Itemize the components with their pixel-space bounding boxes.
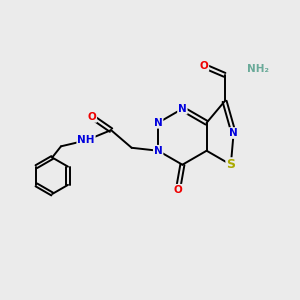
Text: O: O [174, 185, 182, 195]
Text: N: N [178, 104, 187, 114]
Text: N: N [229, 128, 238, 138]
Text: S: S [226, 158, 235, 171]
Text: N: N [154, 146, 163, 156]
Text: O: O [88, 112, 96, 122]
Text: N: N [154, 118, 163, 128]
Text: NH₂: NH₂ [247, 64, 269, 74]
Text: O: O [200, 61, 208, 71]
Text: NH: NH [77, 135, 95, 146]
